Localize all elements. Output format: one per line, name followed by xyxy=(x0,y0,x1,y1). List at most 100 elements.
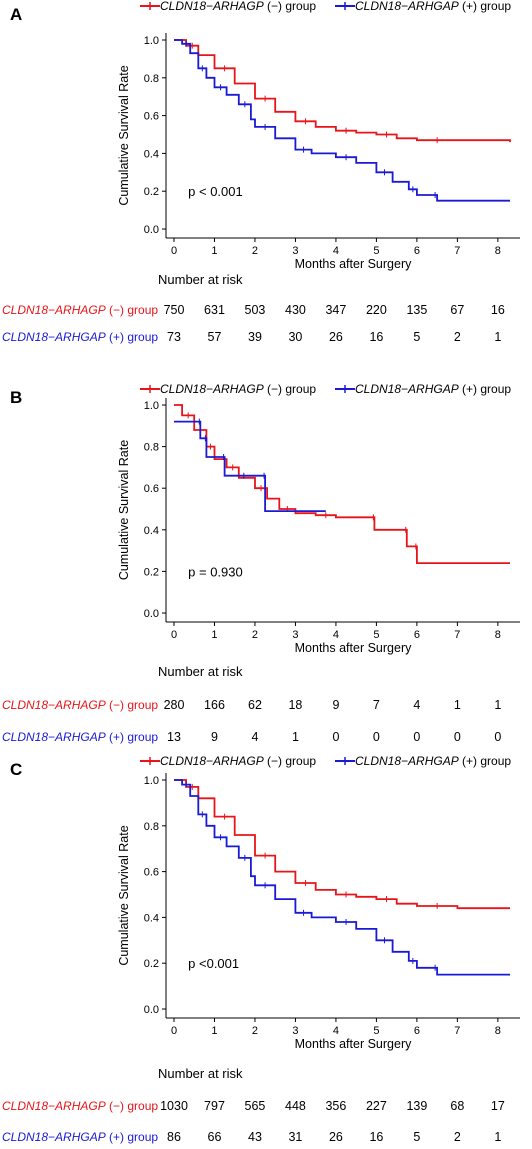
x-tick-label: 4 xyxy=(333,1025,339,1037)
risk-value: 17 xyxy=(491,1099,505,1113)
y-tick-label: 0.4 xyxy=(144,912,159,924)
risk-table-title: Number at risk xyxy=(158,1066,243,1081)
y-tick-label: 0.2 xyxy=(144,958,159,970)
panel-label: A xyxy=(10,5,22,24)
risk-value: 280 xyxy=(164,698,185,712)
risk-value: 73 xyxy=(167,330,181,344)
y-tick-label: 0.8 xyxy=(144,821,159,833)
y-tick-label: 0.6 xyxy=(144,483,159,495)
series-line-pos xyxy=(174,420,326,512)
y-tick-label: 0.0 xyxy=(144,224,159,236)
risk-value: 0 xyxy=(373,730,380,744)
p-value: p <0.001 xyxy=(188,956,239,971)
risk-value: 0 xyxy=(494,730,501,744)
y-tick-label: 0.0 xyxy=(144,608,159,620)
x-tick-label: 0 xyxy=(171,1025,177,1037)
risk-row-label: CLDN18−ARHGAP (+) group xyxy=(2,330,158,344)
x-tick-label: 6 xyxy=(414,629,420,641)
risk-value: 2 xyxy=(454,330,461,344)
risk-value: 1 xyxy=(494,1130,501,1144)
risk-value: 5 xyxy=(413,330,420,344)
censor-marks-neg xyxy=(187,412,417,550)
series-line-pos xyxy=(174,39,510,202)
risk-value: 631 xyxy=(204,303,225,317)
risk-value: 26 xyxy=(329,330,343,344)
x-tick-label: 1 xyxy=(211,629,217,641)
risk-value: 565 xyxy=(245,1099,266,1113)
legend-entry: CLDN18−ARHGAP (+) group xyxy=(355,0,511,13)
risk-value: 39 xyxy=(248,330,262,344)
x-axis-title: Months after Surgery xyxy=(295,1037,412,1051)
risk-value: 356 xyxy=(325,1099,346,1113)
x-tick-label: 3 xyxy=(292,629,298,641)
risk-value: 220 xyxy=(366,303,387,317)
risk-row-label: CLDN18−ARHAGP (−) group xyxy=(2,1099,158,1113)
risk-value: 43 xyxy=(248,1130,262,1144)
panel-c: C CLDN18−ARHAGP (−) group CLDN18−ARHGAP (+… xyxy=(2,754,520,1144)
risk-value: 86 xyxy=(167,1130,181,1144)
series-line-neg xyxy=(174,39,511,143)
y-axis-title: Cumulative Survival Rate xyxy=(117,825,131,965)
x-tick-label: 0 xyxy=(171,245,177,257)
risk-value: 26 xyxy=(329,1130,343,1144)
censor-marks-pos xyxy=(185,781,436,971)
risk-value: 503 xyxy=(245,303,266,317)
risk-row-label: CLDN18−ARHGAP (+) group xyxy=(2,730,158,744)
legend-entry: CLDN18−ARHAGP (−) group xyxy=(160,382,316,396)
risk-value: 16 xyxy=(369,330,383,344)
y-axis-title: Cumulative Survival Rate xyxy=(117,65,131,205)
x-tick-label: 4 xyxy=(333,245,339,257)
legend-entry: CLDN18−ARHGAP (+) group xyxy=(355,754,511,768)
y-axis-title: Cumulative Survival Rate xyxy=(117,440,131,580)
series-line-neg xyxy=(174,779,510,910)
risk-value: 1030 xyxy=(160,1099,188,1113)
risk-value: 7 xyxy=(373,698,380,712)
risk-value: 0 xyxy=(454,730,461,744)
x-tick-label: 8 xyxy=(495,629,501,641)
risk-table-title: Number at risk xyxy=(158,272,243,287)
y-tick-label: 0.0 xyxy=(144,1004,159,1016)
risk-value: 4 xyxy=(413,698,420,712)
censor-marks-neg xyxy=(191,42,438,144)
y-tick-label: 0.4 xyxy=(144,525,159,537)
y-tick-label: 0.2 xyxy=(144,186,159,198)
risk-value: 1 xyxy=(454,698,461,712)
risk-value: 797 xyxy=(204,1099,225,1113)
risk-value: 166 xyxy=(204,698,225,712)
legend-entry: CLDN18−ARHAGP (−) group xyxy=(160,754,316,768)
x-tick-label: 8 xyxy=(495,245,501,257)
censor-marks-neg xyxy=(191,783,438,909)
x-tick-label: 7 xyxy=(454,1025,460,1037)
risk-value: 135 xyxy=(406,303,427,317)
legend-entry: CLDN18−ARHAGP (−) group xyxy=(160,0,316,13)
risk-value: 62 xyxy=(248,698,262,712)
risk-value: 18 xyxy=(288,698,302,712)
risk-value: 16 xyxy=(491,303,505,317)
risk-value: 0 xyxy=(413,730,420,744)
y-tick-label: 0.6 xyxy=(144,867,159,879)
x-tick-label: 6 xyxy=(414,245,420,257)
legend-entry: CLDN18−ARHGAP (+) group xyxy=(355,382,511,396)
x-tick-label: 2 xyxy=(252,629,258,641)
panel-b: B CLDN18−ARHAGP (−) group CLDN18−ARHGAP (+… xyxy=(2,382,520,744)
panel-label: C xyxy=(10,760,22,779)
risk-value: 16 xyxy=(369,1130,383,1144)
x-tick-label: 2 xyxy=(252,245,258,257)
risk-value: 67 xyxy=(450,303,464,317)
risk-value: 5 xyxy=(413,1130,420,1144)
y-tick-label: 0.8 xyxy=(144,73,159,85)
x-tick-label: 6 xyxy=(414,1025,420,1037)
y-tick-label: 0.8 xyxy=(144,442,159,454)
risk-value: 13 xyxy=(167,730,181,744)
y-tick-label: 0.6 xyxy=(144,111,159,123)
risk-value: 227 xyxy=(366,1099,387,1113)
risk-value: 448 xyxy=(285,1099,306,1113)
risk-table-title: Number at risk xyxy=(158,664,243,679)
panel-label: B xyxy=(10,388,22,407)
x-tick-label: 3 xyxy=(292,245,298,257)
risk-value: 68 xyxy=(450,1099,464,1113)
censor-marks-pos xyxy=(185,40,436,198)
x-tick-label: 8 xyxy=(495,1025,501,1037)
x-tick-label: 7 xyxy=(454,245,460,257)
y-tick-label: 0.2 xyxy=(144,566,159,578)
